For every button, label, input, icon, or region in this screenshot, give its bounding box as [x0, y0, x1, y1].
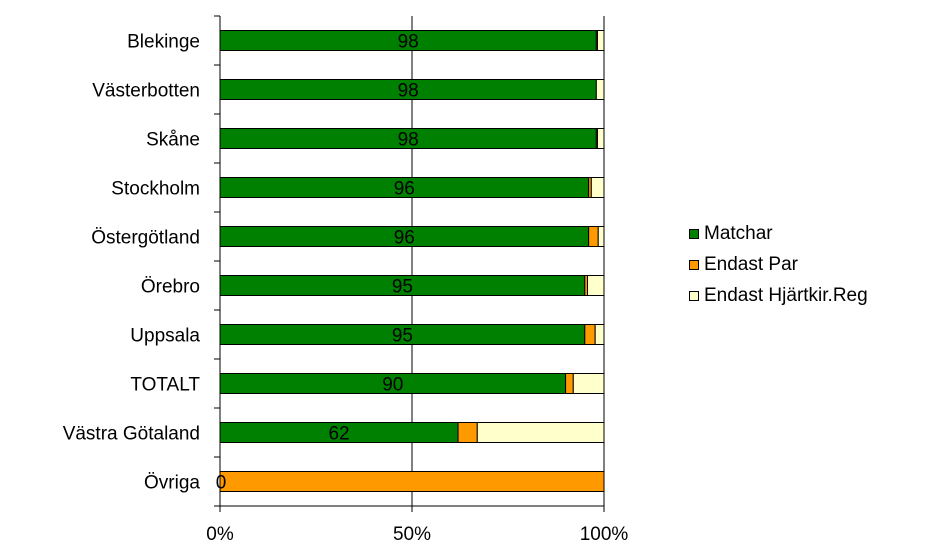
category-label-ostergotland: Östergötland	[91, 228, 200, 249]
bar-ostergotland-endast-par	[588, 226, 599, 247]
bar-stockholm-endast-hjartkir-reg	[590, 177, 605, 198]
bar-orebro-endast-hjartkir-reg	[586, 275, 605, 296]
bars	[219, 30, 605, 492]
category-labels: Blekinge Västerbotten Skåne Stockholm Österg…	[63, 32, 201, 494]
data-label-skane: 98	[398, 130, 419, 151]
x-tick-label-0: 0%	[206, 524, 234, 541]
bar-vastra-gotaland-endast-par	[457, 422, 478, 443]
category-label-vasterbotten: Västerbotten	[92, 81, 200, 102]
legend-item-endast-par: Endast Par	[689, 249, 868, 280]
legend-item-endast-hjartkir-reg: Endast Hjärtkir.Reg	[689, 280, 868, 311]
data-label-blekinge: 98	[398, 32, 419, 53]
bar-ostergotland-endast-hjartkir-reg	[597, 226, 605, 247]
data-label-uppsala: 95	[392, 326, 413, 347]
legend-swatch-endast-par	[689, 259, 699, 270]
bar-vastra-gotaland-endast-hjartkir-reg	[476, 422, 605, 443]
data-label-orebro: 95	[392, 277, 413, 298]
category-label-uppsala: Uppsala	[130, 326, 200, 347]
axes	[214, 15, 605, 512]
legend-swatch-endast-hjartkir-reg	[689, 290, 699, 301]
x-tick-label-100: 100%	[580, 524, 629, 541]
x-tick-labels: 0% 50% 100%	[206, 524, 628, 541]
data-label-ostergotland: 96	[394, 228, 415, 249]
category-label-vastra-gotaland: Västra Götaland	[63, 424, 200, 445]
bar-vasterbotten-endast-hjartkir-reg	[595, 79, 605, 100]
bar-blekinge-endast-hjartkir-reg	[596, 30, 605, 51]
category-label-orebro: Örebro	[141, 277, 200, 298]
bar-skane-endast-hjartkir-reg	[596, 128, 605, 149]
legend-label-matchar: Matchar	[704, 222, 773, 244]
bar-totalt-endast-hjartkir-reg	[572, 373, 605, 394]
category-label-totalt: TOTALT	[130, 375, 200, 396]
category-label-ovriga: Övriga	[144, 473, 200, 494]
bar-uppsala-endast-hjartkir-reg	[594, 324, 605, 345]
bar-uppsala-endast-par	[584, 324, 596, 345]
legend-label-endast-par: Endast Par	[704, 253, 798, 275]
data-label-totalt: 90	[382, 375, 403, 396]
data-label-vastra-gotaland: 62	[328, 424, 349, 445]
category-label-blekinge: Blekinge	[127, 32, 200, 53]
bar-ovriga-endast-par	[219, 471, 605, 492]
data-label-stockholm: 96	[394, 179, 415, 200]
data-label-ovriga: 0	[216, 473, 227, 494]
data-labels: 98 98 98 96 96 95 95 90 62 0	[216, 32, 419, 494]
x-tick-label-50: 50%	[393, 524, 431, 541]
legend-swatch-matchar	[689, 228, 699, 239]
legend: Matchar Endast Par Endast Hjärtkir.Reg	[689, 218, 868, 311]
category-label-skane: Skåne	[146, 130, 200, 151]
bar-totalt-endast-par	[565, 373, 574, 394]
legend-label-endast-hjartkir-reg: Endast Hjärtkir.Reg	[704, 284, 868, 306]
data-label-vasterbotten: 98	[398, 81, 419, 102]
legend-item-matchar: Matchar	[689, 218, 868, 249]
category-label-stockholm: Stockholm	[111, 179, 200, 200]
